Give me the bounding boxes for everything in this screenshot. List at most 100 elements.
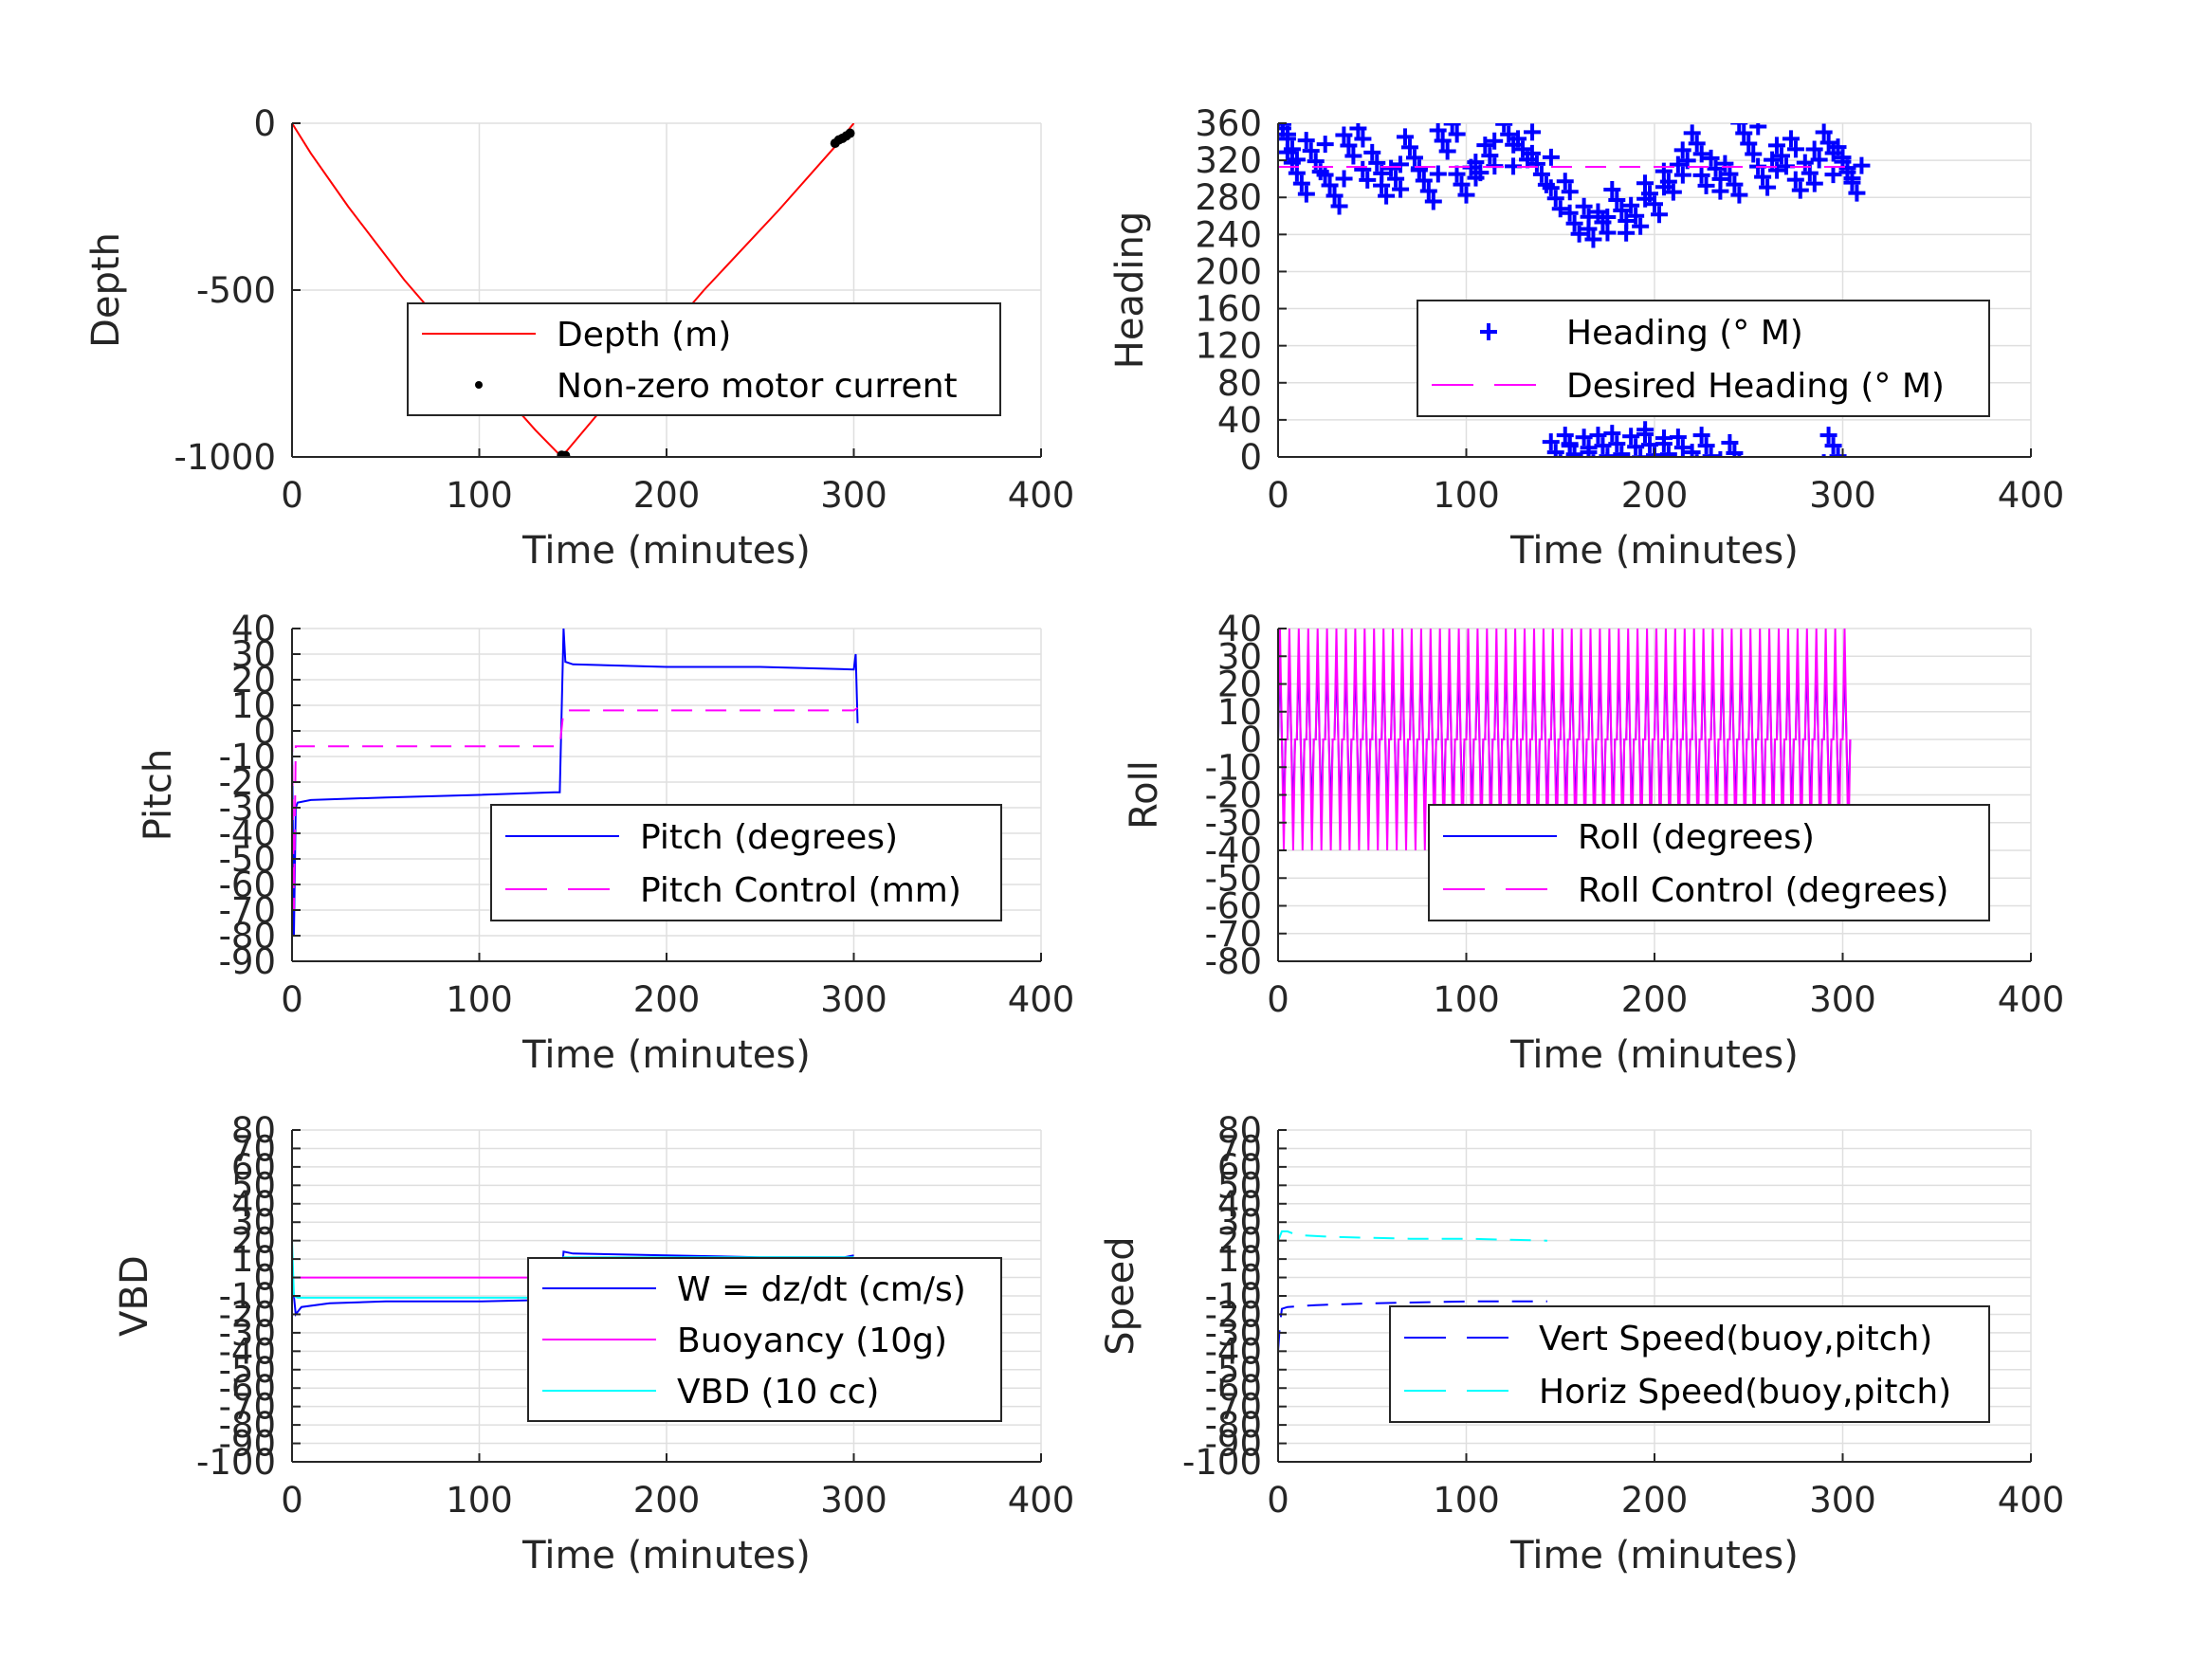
y-tick-label: 30 — [1217, 1202, 1262, 1243]
y-tick-label: -70 — [219, 890, 276, 931]
motor-current-point — [560, 450, 571, 457]
x-tick-label: 0 — [281, 1480, 303, 1521]
y-tick-label: 30 — [231, 1202, 276, 1243]
heading-marker — [1632, 448, 1650, 457]
legend-label: VBD (10 cc) — [677, 1373, 879, 1412]
x-axis-label: Time (minutes) — [521, 1033, 811, 1077]
heading-marker — [1297, 185, 1315, 203]
heading-marker — [1636, 426, 1654, 444]
y-tick-label: -30 — [1205, 1313, 1262, 1354]
x-tick-label: 0 — [1267, 475, 1289, 516]
y-tick-label: 0 — [253, 711, 276, 752]
heading-marker — [1829, 138, 1847, 156]
heading-marker — [1791, 181, 1809, 199]
heading-marker — [1577, 456, 1581, 457]
series-group — [292, 123, 855, 457]
heading-marker — [1373, 176, 1391, 194]
heading-marker — [1726, 175, 1744, 193]
heading-marker — [1608, 435, 1626, 453]
heading-marker — [1702, 149, 1720, 167]
y-tick-label: -20 — [1205, 1294, 1262, 1335]
heading-marker — [1594, 437, 1612, 455]
y-tick-label: 40 — [1217, 400, 1262, 441]
panel-depth: 0 100 200 300 400 0 -500 -1000 Time (minutes) Dep… — [84, 103, 1074, 573]
legend-box — [1417, 300, 1990, 417]
legend-label: Roll (degrees) — [1578, 818, 1815, 857]
legend-label: Roll Control (degrees) — [1578, 871, 1948, 910]
heading-marker — [1716, 155, 1734, 173]
y-tick-label: -100 — [196, 1442, 276, 1483]
heading-marker — [1683, 444, 1701, 457]
y-tick-label: 240 — [1195, 214, 1262, 255]
y-tick-label: -70 — [1205, 914, 1262, 955]
y-tick-label: -30 — [1205, 803, 1262, 844]
x-tick-label: 0 — [281, 979, 303, 1020]
heading-marker — [1382, 159, 1400, 177]
heading-marker — [1546, 190, 1564, 208]
heading-marker — [1546, 444, 1564, 457]
heading-marker — [1603, 425, 1621, 443]
x-tick-label: 200 — [633, 979, 701, 1020]
heading-marker — [1396, 128, 1414, 146]
y-tick-label: 120 — [1195, 326, 1262, 367]
legend-box — [490, 804, 1002, 921]
heading-marker — [1654, 162, 1673, 180]
heading-marker — [1740, 135, 1758, 153]
heading-marker — [1260, 84, 1277, 101]
series-speed-1 — [1278, 1230, 1547, 1242]
y-tick-label: -60 — [1205, 1368, 1262, 1409]
y-tick-label: -50 — [219, 1350, 276, 1391]
x-tick-label: 200 — [633, 1480, 701, 1521]
y-tick-label: 320 — [1195, 140, 1262, 181]
heading-marker — [1711, 182, 1729, 200]
heading-marker — [1603, 181, 1621, 198]
heading-marker — [1730, 186, 1748, 204]
heading-marker — [1627, 438, 1645, 456]
heading-marker — [1735, 124, 1753, 142]
heading-marker — [1316, 136, 1334, 154]
y-tick-label: 10 — [1217, 1239, 1262, 1280]
x-tick-label: 400 — [1998, 1480, 2065, 1521]
y-tick-label: -30 — [219, 1313, 276, 1354]
heading-marker — [1718, 451, 1723, 457]
y-tick-label: -30 — [219, 788, 276, 829]
heading-marker — [1641, 185, 1658, 203]
heading-marker — [1772, 147, 1790, 165]
motor-current-point — [845, 128, 855, 138]
heading-marker — [1429, 123, 1447, 139]
heading-marker — [1542, 433, 1560, 451]
heading-marker — [1618, 224, 1636, 242]
heading-marker — [1767, 137, 1785, 155]
y-tick-label: -50 — [1205, 1350, 1262, 1391]
y-tick-label: -20 — [1205, 775, 1262, 816]
x-tick-label: 300 — [1809, 475, 1876, 516]
panel-pitch: 0 100 200 300 400403020100-10-20-30-40-50-60… — [137, 609, 1074, 1077]
x-axis-label: Time (minutes) — [521, 529, 811, 573]
heading-marker — [1524, 123, 1542, 141]
heading-marker — [1457, 186, 1475, 204]
heading-marker — [1481, 147, 1499, 165]
y-tick-label: 40 — [231, 609, 276, 649]
legend: Heading (° M) Desired Heading (° M) — [1417, 300, 1990, 417]
heading-marker — [1509, 130, 1527, 148]
x-tick-label: 0 — [281, 475, 303, 516]
series-pitch-0 — [292, 629, 859, 937]
heading-marker — [1669, 428, 1687, 447]
y-tick-label: -80 — [1205, 1405, 1262, 1446]
heading-marker — [1697, 437, 1715, 455]
y-tick-label: -90 — [219, 941, 276, 982]
series-depth-1 — [557, 128, 855, 457]
heading-marker — [1495, 123, 1513, 133]
x-tick-label: 200 — [1621, 1480, 1689, 1521]
heading-marker — [1565, 446, 1583, 457]
heading-marker — [1302, 142, 1320, 160]
heading-marker — [1278, 123, 1291, 137]
heading-marker — [1707, 159, 1725, 177]
y-tick-label: 200 — [1195, 251, 1262, 292]
heading-marker — [1764, 151, 1782, 169]
y-tick-label: 70 — [1217, 1128, 1262, 1169]
heading-marker — [1292, 174, 1310, 192]
y-tick-label: 40 — [1217, 609, 1262, 649]
heading-marker — [1721, 165, 1739, 183]
